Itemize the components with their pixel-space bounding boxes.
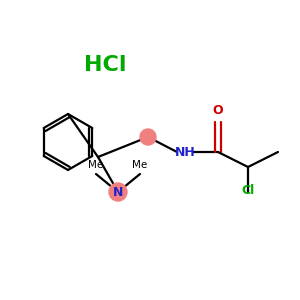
Circle shape	[109, 183, 127, 201]
Text: N: N	[113, 185, 123, 199]
Text: Me: Me	[132, 160, 148, 170]
Text: O: O	[213, 103, 223, 116]
Text: HCl: HCl	[84, 55, 126, 75]
Text: Cl: Cl	[242, 184, 255, 197]
Circle shape	[140, 129, 156, 145]
Text: NH: NH	[175, 146, 195, 158]
Text: Me: Me	[88, 160, 104, 170]
